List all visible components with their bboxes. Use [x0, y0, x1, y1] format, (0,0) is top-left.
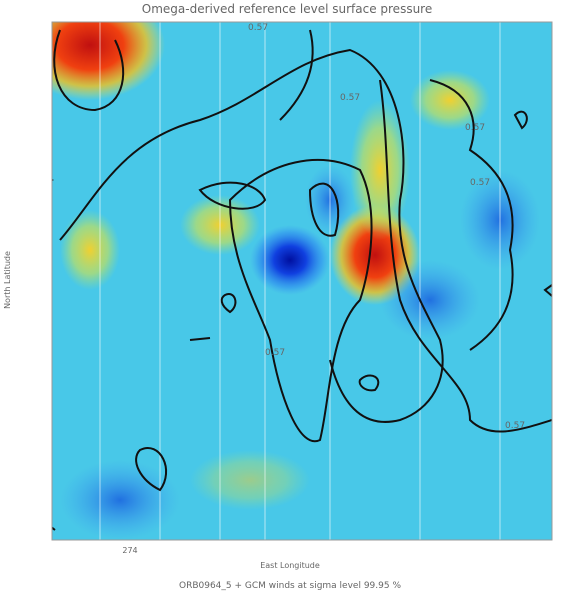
y-axis-label: North Latitude: [3, 251, 12, 309]
contour-label: 0.57: [248, 23, 268, 33]
contour-label: 0.57: [470, 178, 490, 188]
contour-label: 0.57: [465, 123, 485, 133]
heat-blob: [250, 225, 330, 295]
heat-blob: [60, 460, 180, 540]
x-axis-label: East Longitude: [260, 561, 320, 570]
heat-blob: [60, 210, 120, 290]
title: Omega-derived reference level surface pr…: [142, 2, 432, 16]
map-figure: Omega-derived reference level surface pr…: [0, 0, 574, 596]
contour-label: 0.57: [265, 348, 285, 358]
x-tick-label: 274: [122, 546, 137, 555]
heatmap: [15, 0, 552, 540]
heat-blob: [410, 70, 490, 130]
caption: ORB0964_5 + GCM winds at sigma level 99.…: [179, 581, 401, 591]
contour-label: 0.57: [340, 93, 360, 103]
contour-label: 0.57: [505, 421, 525, 431]
heat-blob: [190, 450, 310, 510]
